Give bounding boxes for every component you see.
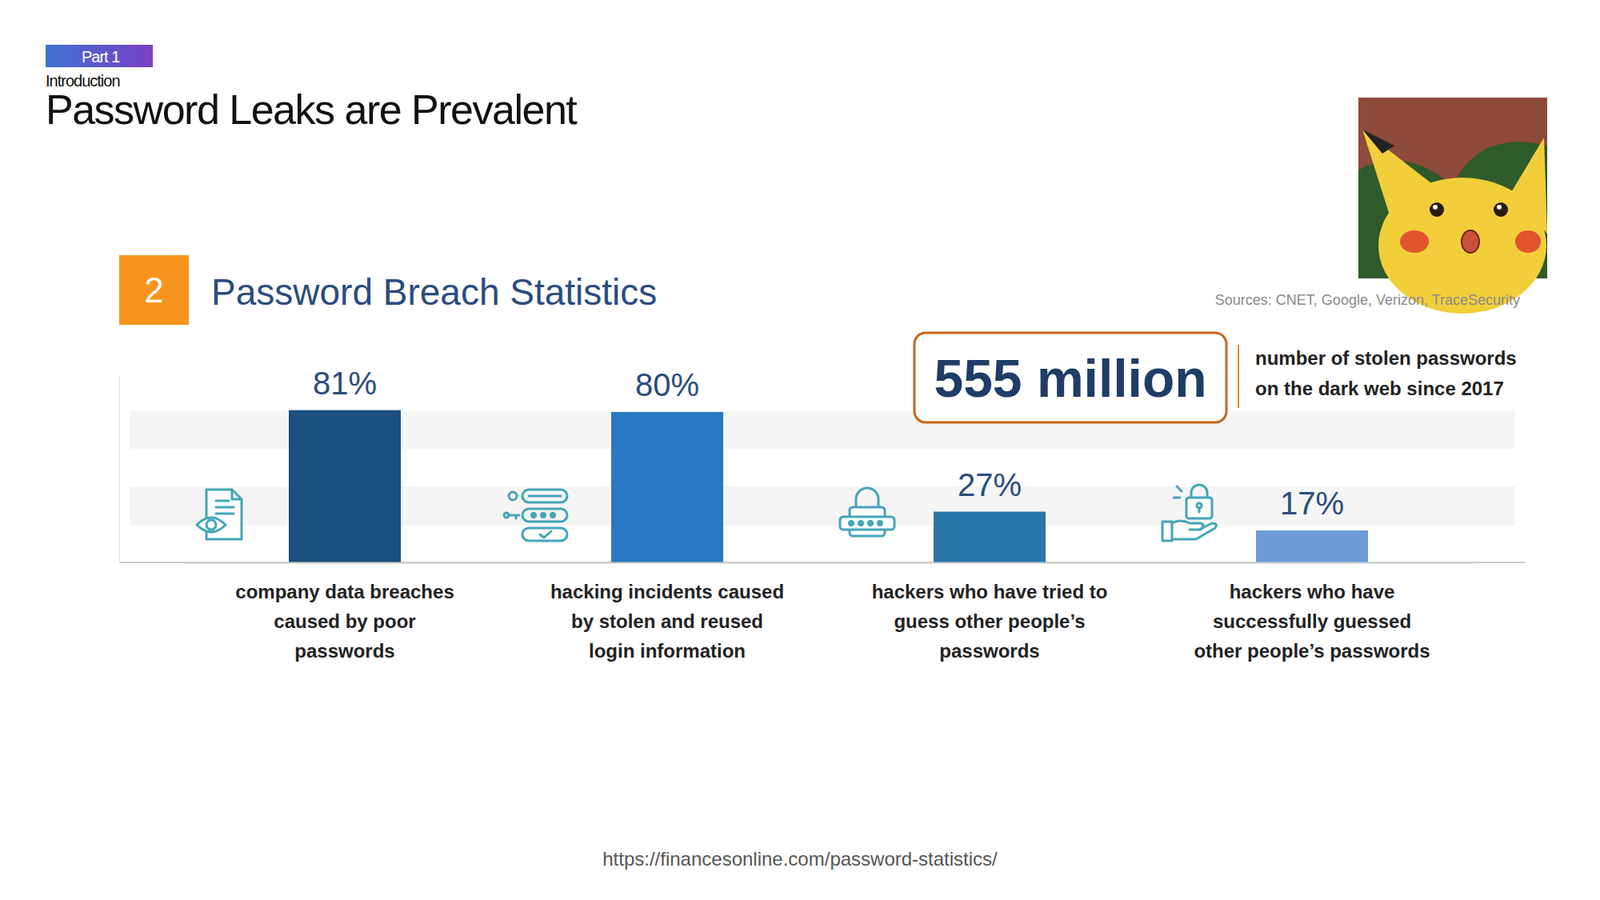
label-line: hackers who have tried to	[872, 580, 1108, 603]
y-axis-line	[119, 375, 120, 564]
label-line: passwords	[939, 640, 1040, 662]
meme-eye	[1493, 202, 1508, 217]
icon-part	[528, 495, 561, 498]
chart-title: Password Breach Statistics	[211, 271, 657, 313]
meme-image	[1358, 97, 1548, 314]
icon-part	[540, 513, 545, 518]
meme-ear-tip	[1362, 129, 1395, 154]
label-line: number of stolen passwords	[1255, 347, 1517, 369]
annotation-label: number of stolen passwords on the dark we…	[1255, 347, 1517, 400]
x-tick-label: hacking incidents caused by stolen and re…	[550, 580, 784, 662]
label-line: passwords	[294, 640, 395, 662]
meme-cheek	[1515, 230, 1541, 253]
icon	[840, 488, 895, 536]
icon-part	[504, 512, 509, 518]
x-tick: company data breaches caused by poor passw…	[235, 562, 454, 662]
label-line: login information	[588, 640, 746, 662]
meme-cheek	[1400, 230, 1429, 253]
icon-part	[1197, 508, 1200, 512]
data-label: 27%	[957, 467, 1022, 503]
bar	[1256, 530, 1368, 563]
icon-part	[856, 488, 879, 508]
data-label: 17%	[1280, 485, 1344, 521]
icon-part	[522, 508, 568, 522]
icon-part	[508, 492, 517, 500]
x-tick-label: hackers who have successfully guessed othe…	[1193, 580, 1430, 662]
meme-mouth	[1461, 230, 1480, 253]
bar	[288, 410, 401, 563]
icon-part	[522, 489, 568, 503]
x-axis-line	[184, 562, 1474, 564]
label-line: on the dark web since 2017	[1255, 377, 1504, 400]
label-line: hackers who have	[1229, 580, 1396, 603]
data-label: 81%	[312, 365, 377, 401]
label-line: guess other people’s	[893, 610, 1085, 632]
icon-part	[531, 513, 536, 518]
section-number-badge	[119, 255, 189, 325]
label-line: company data breaches	[235, 580, 454, 603]
annotation-box	[914, 332, 1227, 423]
icon-part	[858, 521, 863, 526]
icon	[196, 489, 242, 540]
section-tag	[45, 44, 153, 68]
meme-eye-shine	[1496, 204, 1502, 210]
x-tick: hackers who have successfully guessed othe…	[1193, 562, 1430, 662]
icon-part	[848, 521, 853, 526]
icon-part	[1186, 497, 1212, 519]
x-tick-label: hackers who have tried to guess other peo…	[872, 580, 1108, 662]
icon-part	[877, 521, 882, 526]
slide-title: Password Leaks are Prevalent	[45, 86, 578, 133]
icon-part	[232, 489, 242, 500]
x-tick: hacking incidents caused by stolen and re…	[550, 562, 784, 662]
meme-eye-shine	[1432, 204, 1438, 210]
bar	[611, 412, 724, 563]
icon-part	[1173, 486, 1182, 498]
icon-part	[522, 528, 568, 541]
label-line: hacking incidents caused	[550, 580, 784, 603]
label-line: caused by poor	[273, 610, 416, 632]
icon	[504, 489, 568, 541]
x-tick-label: company data breaches caused by poor passw…	[235, 580, 454, 662]
meme-eye	[1429, 202, 1444, 217]
icon-part	[840, 516, 895, 530]
icon	[1162, 484, 1216, 541]
y-axis	[119, 375, 120, 564]
icon-part	[1172, 520, 1216, 540]
section-number: 2	[144, 270, 164, 310]
section-label: Part 1	[81, 48, 120, 66]
annotation-value: 555 million	[933, 348, 1207, 408]
icon-part	[868, 521, 872, 526]
icon-part	[540, 531, 552, 538]
x-tick: hackers who have tried to guess other peo…	[872, 562, 1108, 662]
icon-part	[550, 513, 555, 518]
slide: Part 1IntroductionPassword Leaks are Pre…	[0, 0, 1600, 900]
label-line: other people’s passwords	[1193, 640, 1430, 662]
bars	[288, 410, 1368, 563]
bar	[933, 512, 1046, 563]
icon-part	[196, 517, 226, 532]
icon-part	[1162, 521, 1172, 541]
label-line: successfully guessed	[1212, 610, 1412, 632]
annotation-divider	[1237, 344, 1240, 408]
icon-part	[1191, 484, 1208, 498]
icon-part	[216, 500, 234, 514]
data-label: 80%	[635, 367, 700, 403]
chart-source: Sources: CNET, Google, Verizon, TraceSec…	[1215, 292, 1520, 308]
label-line: by stolen and reused	[571, 610, 764, 632]
source-url: https://financesonline.com/password-stat…	[602, 848, 998, 870]
x-axis: company data breaches caused by poor passw…	[184, 562, 1474, 662]
icon-part	[206, 520, 216, 530]
